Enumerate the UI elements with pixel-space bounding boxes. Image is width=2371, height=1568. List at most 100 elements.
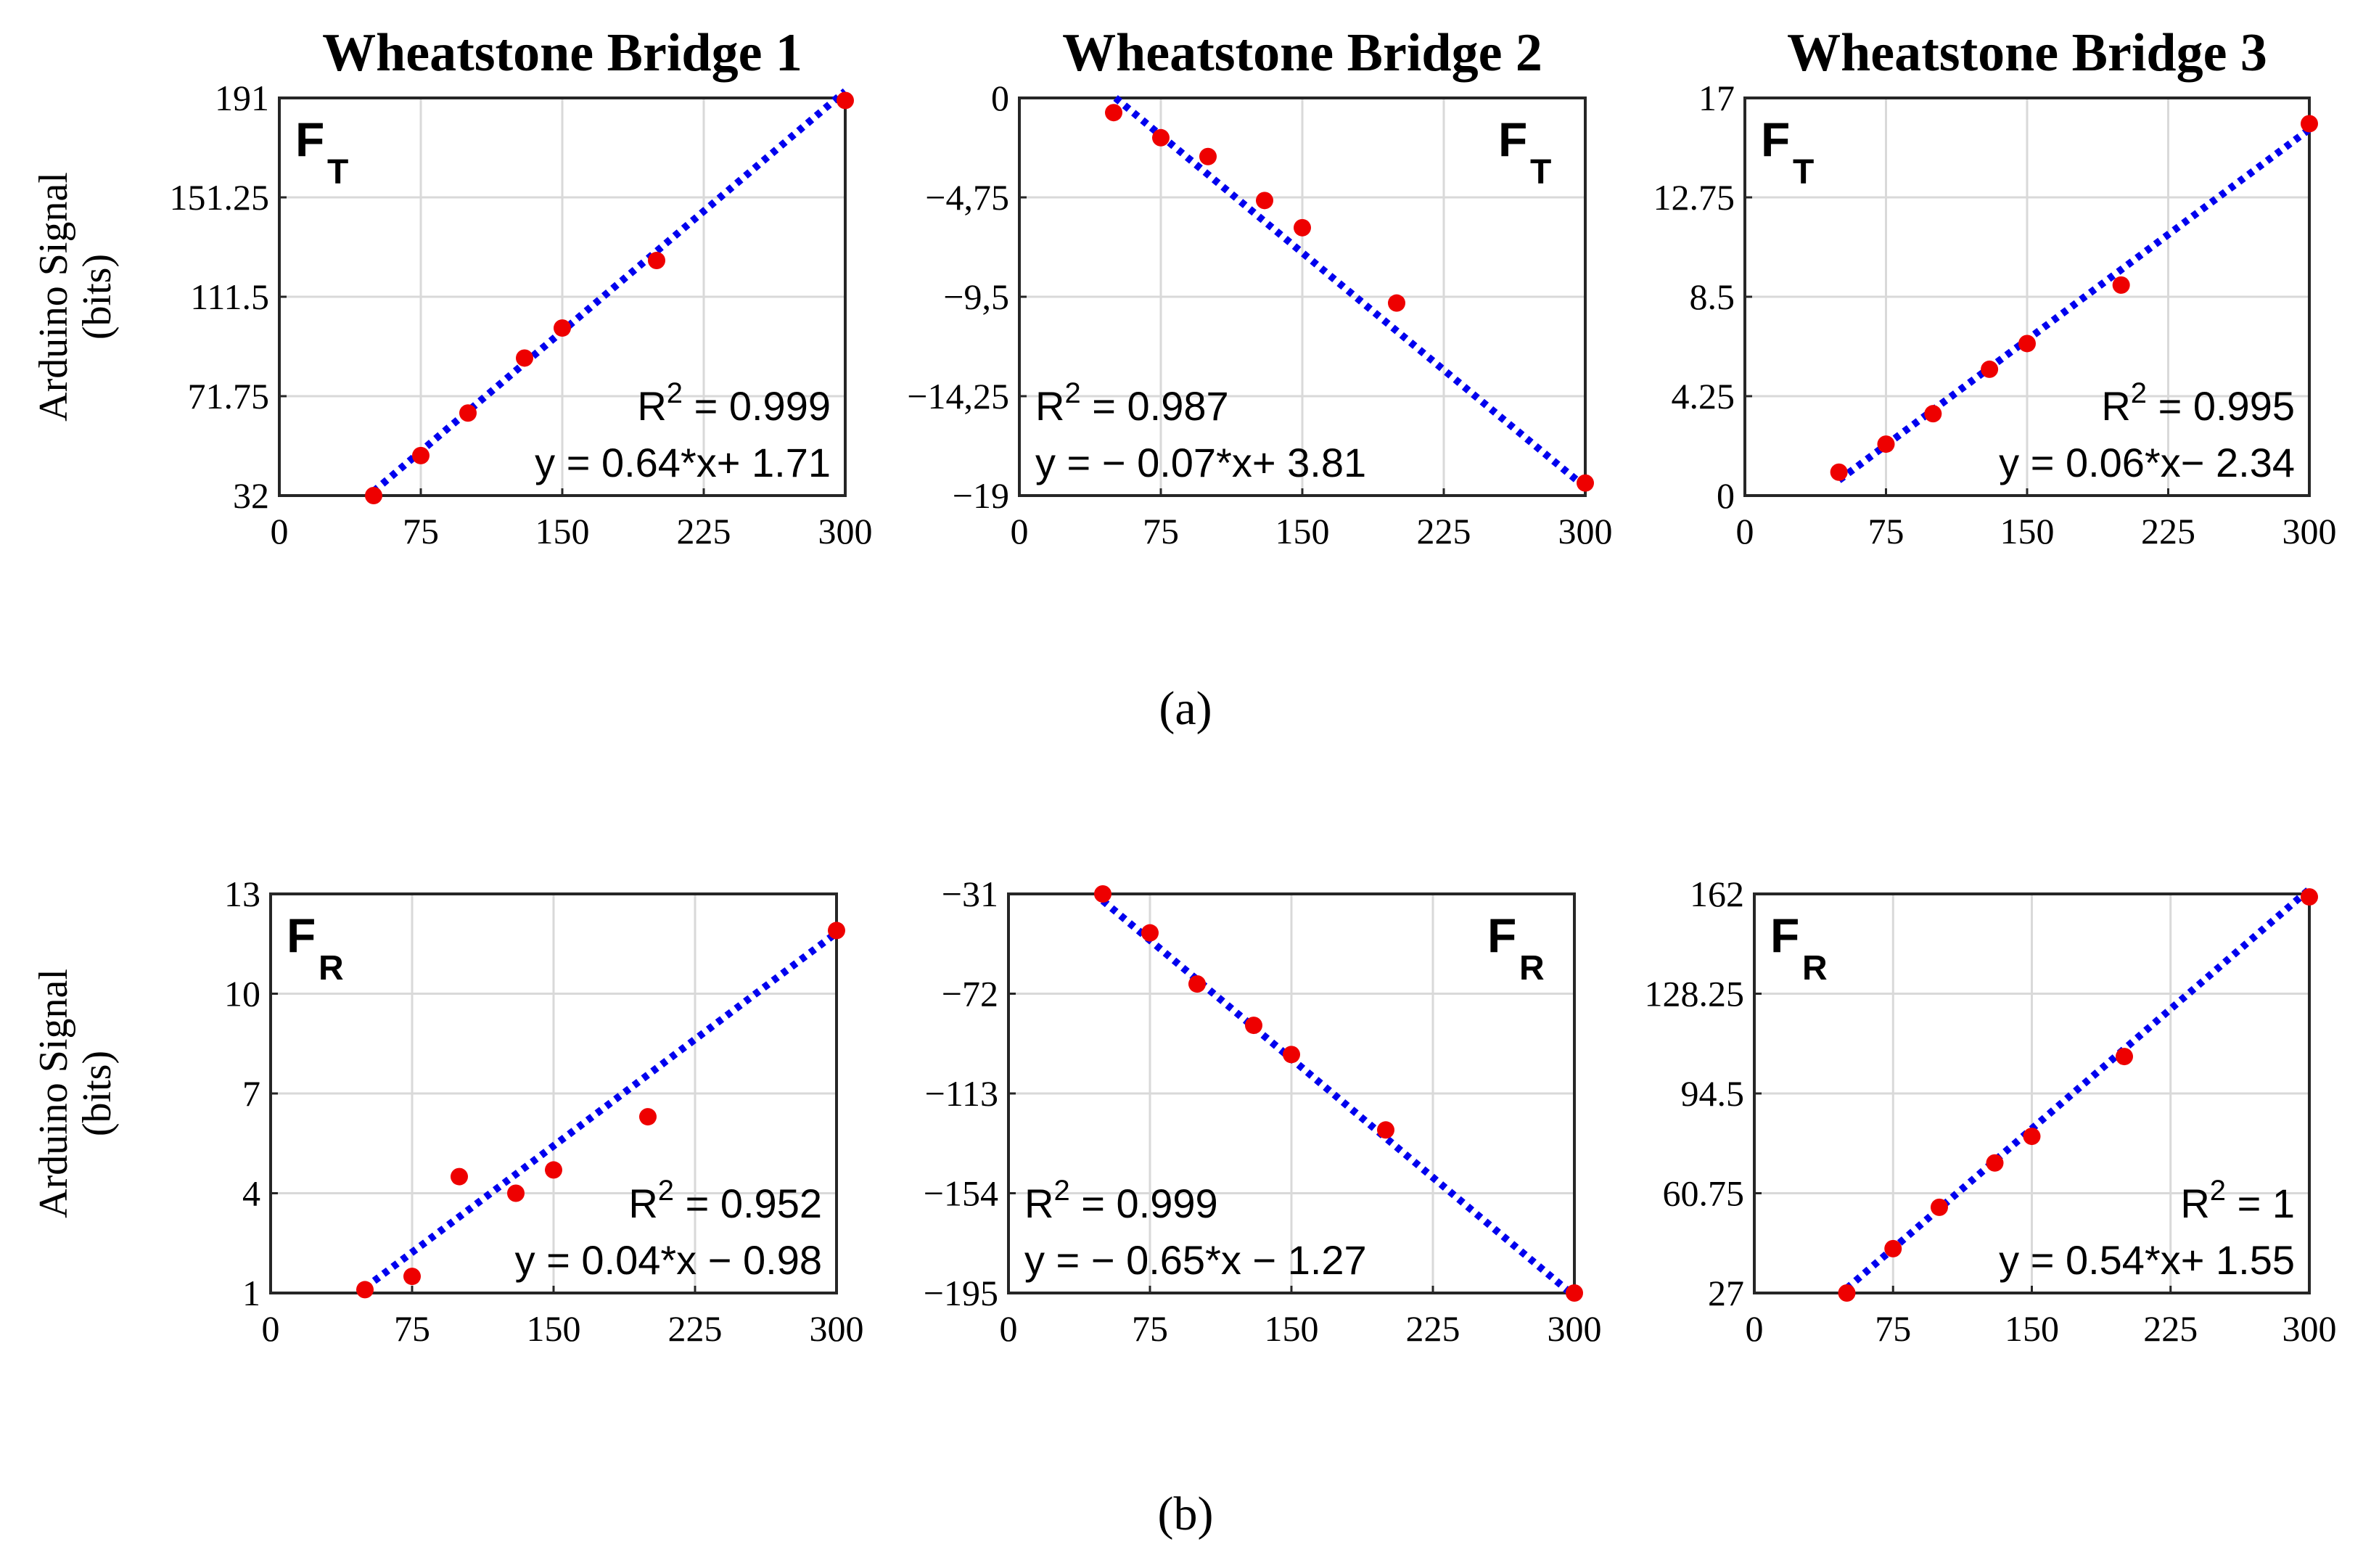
data-point bbox=[1141, 924, 1159, 942]
fit-equation: y = − 0.65*x − 1.27 bbox=[1024, 1237, 1367, 1283]
x-tick-label: 150 bbox=[527, 1308, 581, 1349]
y-axis-label-line2: (bits) bbox=[75, 254, 120, 340]
fit-equation: y = 0.04*x − 0.98 bbox=[515, 1237, 822, 1283]
data-point bbox=[459, 404, 477, 422]
data-point bbox=[1566, 1284, 1583, 1302]
force-label: F bbox=[295, 112, 324, 166]
r2-annotation: R2 = 0.952 bbox=[628, 1175, 822, 1226]
force-subscript: R bbox=[1802, 949, 1828, 988]
data-point bbox=[1094, 885, 1111, 903]
data-point bbox=[828, 921, 845, 940]
y-axis-label-row-2: Arduino Signal(bits) bbox=[31, 969, 120, 1218]
r2-annotation: R2 = 0.987 bbox=[1035, 377, 1229, 429]
y-tick-label: −4,75 bbox=[925, 177, 1009, 218]
x-tick-label: 150 bbox=[1275, 511, 1330, 551]
x-tick-label: 75 bbox=[1143, 511, 1179, 551]
force-label: F bbox=[1761, 112, 1790, 166]
x-tick-label: 0 bbox=[1746, 1308, 1764, 1349]
data-point bbox=[2301, 888, 2318, 906]
y-tick-label: 27 bbox=[1708, 1273, 1744, 1313]
data-point bbox=[1105, 104, 1122, 122]
y-tick-label: 0 bbox=[991, 78, 1009, 118]
force-subscript: R bbox=[1519, 949, 1545, 988]
r2-annotation: R2 = 0.999 bbox=[1024, 1175, 1218, 1226]
x-tick-label: 300 bbox=[2282, 511, 2337, 551]
r2-symbol: R bbox=[1024, 1181, 1053, 1226]
chart-title: Wheatstone Bridge 2 bbox=[1062, 23, 1542, 83]
x-tick-label: 150 bbox=[2005, 1308, 2059, 1349]
data-point bbox=[507, 1184, 525, 1202]
y-tick-label: 111.5 bbox=[190, 276, 269, 317]
chart-a3: 0 75 150 225 300 0 4.25 8.5 12.75 17 Wheatstone Br… bbox=[1653, 23, 2337, 551]
y-tick-label: 0 bbox=[1717, 475, 1735, 516]
r2-symbol: R bbox=[2101, 383, 2130, 429]
r2-symbol: R bbox=[1035, 383, 1064, 429]
data-point bbox=[516, 349, 533, 367]
r2-annotation: R2 = 0.999 bbox=[637, 377, 831, 429]
fit-equation: y = 0.54*x+ 1.55 bbox=[1999, 1237, 2295, 1283]
data-point bbox=[648, 252, 665, 270]
caption-a: (a) bbox=[1159, 682, 1212, 735]
data-point bbox=[1986, 1154, 2004, 1172]
x-tick-label: 0 bbox=[271, 511, 289, 551]
x-tick-label: 225 bbox=[2143, 1308, 2198, 1349]
x-tick-label: 225 bbox=[668, 1308, 723, 1349]
r2-annotation: R2 = 1 bbox=[2180, 1175, 2295, 1226]
y-tick-label: −72 bbox=[942, 974, 998, 1014]
data-point bbox=[2116, 1048, 2133, 1066]
data-point bbox=[403, 1268, 421, 1286]
y-tick-label: 191 bbox=[215, 78, 269, 118]
data-point bbox=[1152, 128, 1170, 147]
y-tick-label: 32 bbox=[233, 475, 269, 516]
x-tick-label: 75 bbox=[1875, 1308, 1911, 1349]
data-point bbox=[1377, 1121, 1394, 1139]
r2-superscript: 2 bbox=[658, 1175, 674, 1207]
y-tick-label: 1 bbox=[242, 1273, 260, 1313]
y-tick-label: −31 bbox=[942, 874, 998, 914]
x-tick-label: 300 bbox=[2282, 1308, 2337, 1349]
fit-line bbox=[1100, 898, 1577, 1300]
y-tick-label: 4.25 bbox=[1672, 376, 1735, 416]
chart-title: Wheatstone Bridge 3 bbox=[1787, 23, 2267, 83]
x-tick-label: 300 bbox=[810, 1308, 864, 1349]
y-tick-label: 151.25 bbox=[170, 177, 270, 218]
y-tick-label: 7 bbox=[242, 1073, 260, 1114]
r2-superscript: 2 bbox=[667, 377, 683, 409]
force-label: F bbox=[1498, 112, 1527, 166]
x-tick-label: 0 bbox=[1011, 511, 1029, 551]
data-point bbox=[1199, 147, 1217, 165]
x-tick-label: 150 bbox=[2000, 511, 2055, 551]
y-tick-label: 60.75 bbox=[1663, 1173, 1745, 1214]
r2-annotation: R2 = 0.995 bbox=[2101, 377, 2295, 429]
r2-value: = 0.999 bbox=[1070, 1181, 1218, 1226]
force-label: F bbox=[1770, 908, 1799, 962]
x-tick-label: 225 bbox=[2141, 511, 2195, 551]
x-tick-label: 75 bbox=[1132, 1308, 1168, 1349]
caption-b: (b) bbox=[1158, 1487, 1214, 1540]
data-point bbox=[1577, 474, 1594, 492]
fit-line bbox=[1113, 95, 1588, 490]
r2-symbol: R bbox=[628, 1181, 657, 1226]
data-point bbox=[365, 487, 382, 504]
r2-value: = 0.999 bbox=[683, 383, 831, 429]
data-point bbox=[2018, 334, 2036, 353]
r2-superscript: 2 bbox=[2210, 1175, 2226, 1207]
force-label: F bbox=[287, 908, 316, 962]
data-point bbox=[639, 1108, 657, 1126]
x-tick-label: 75 bbox=[1868, 511, 1904, 551]
data-point bbox=[1838, 1284, 1856, 1302]
r2-value: = 1 bbox=[2226, 1181, 2295, 1226]
fit-line bbox=[362, 929, 839, 1291]
r2-value: = 0.952 bbox=[674, 1181, 822, 1226]
x-tick-label: 0 bbox=[1000, 1308, 1018, 1349]
y-tick-label: 10 bbox=[224, 974, 260, 1014]
r2-superscript: 2 bbox=[1064, 377, 1080, 409]
data-point bbox=[545, 1161, 562, 1179]
data-point bbox=[1245, 1017, 1262, 1035]
force-subscript: T bbox=[327, 153, 348, 192]
data-point bbox=[1188, 975, 1206, 993]
r2-symbol: R bbox=[637, 383, 666, 429]
